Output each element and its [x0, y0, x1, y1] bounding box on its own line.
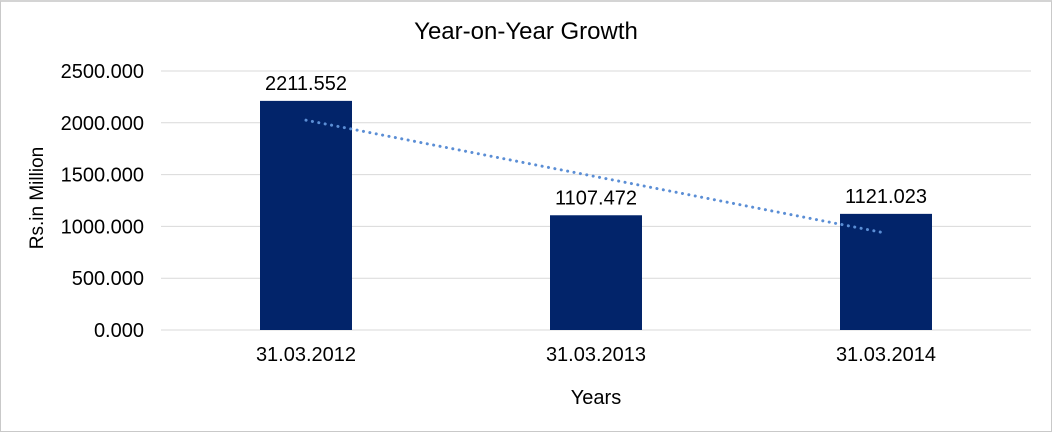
y-tick-label: 1000.000	[61, 216, 144, 238]
y-tick-label: 2500.000	[61, 61, 144, 83]
bar	[840, 213, 932, 330]
bar-value-label: 1107.472	[555, 187, 637, 209]
x-axis-title: Years	[570, 387, 622, 409]
bar	[550, 215, 642, 330]
y-tick-label: 500.000	[72, 268, 144, 290]
y-tick-label: 0.000	[94, 320, 144, 342]
y-axis-title: Rs.in Million	[27, 146, 48, 250]
chart-title: Year-on-Year Growth	[414, 18, 638, 45]
x-category-label: 31.03.2012	[256, 344, 356, 366]
bar	[260, 100, 352, 330]
x-category-label: 31.03.2013	[546, 344, 646, 366]
trendline	[304, 118, 888, 235]
y-tick-label: 2000.000	[61, 113, 144, 135]
x-category-label: 31.03.2014	[836, 344, 936, 366]
bar-value-label: 2211.552	[265, 73, 347, 95]
y-tick-label: 1500.000	[61, 165, 144, 187]
bar-value-label: 1121.023	[845, 186, 927, 208]
